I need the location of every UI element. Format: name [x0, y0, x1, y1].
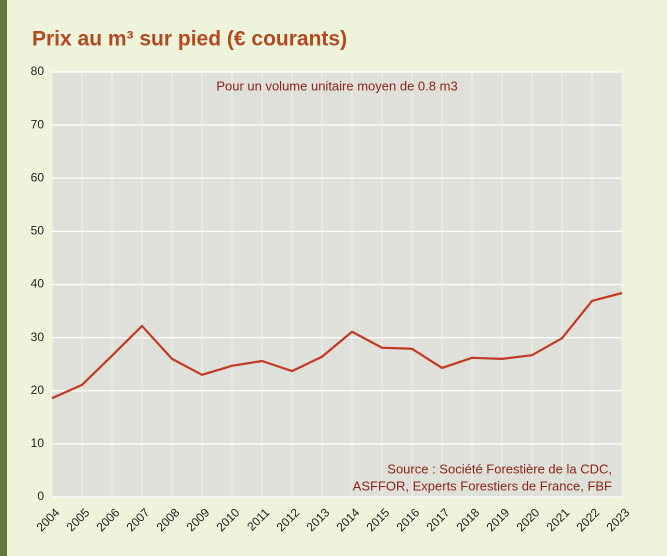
y-tick-label: 0	[37, 489, 44, 503]
y-tick-label: 80	[31, 64, 45, 78]
y-tick-label: 40	[31, 277, 45, 291]
source-line: Source : Société Forestière de la CDC,	[387, 461, 612, 476]
foliage-edge	[0, 0, 7, 556]
y-tick-label: 10	[31, 436, 45, 450]
y-tick-label: 60	[31, 170, 45, 184]
y-tick-label: 30	[31, 330, 45, 344]
subtitle: Pour un volume unitaire moyen de 0.8 m3	[216, 78, 457, 93]
y-tick-label: 70	[31, 117, 45, 131]
y-tick-label: 20	[31, 383, 45, 397]
y-tick-label: 50	[31, 224, 45, 238]
line	[51, 291, 623, 400]
source-line: ASFFOR, Experts Forestiers de France, FB…	[353, 478, 612, 493]
chart-title: Prix au m³ sur pied (€ courants)	[32, 28, 347, 51]
